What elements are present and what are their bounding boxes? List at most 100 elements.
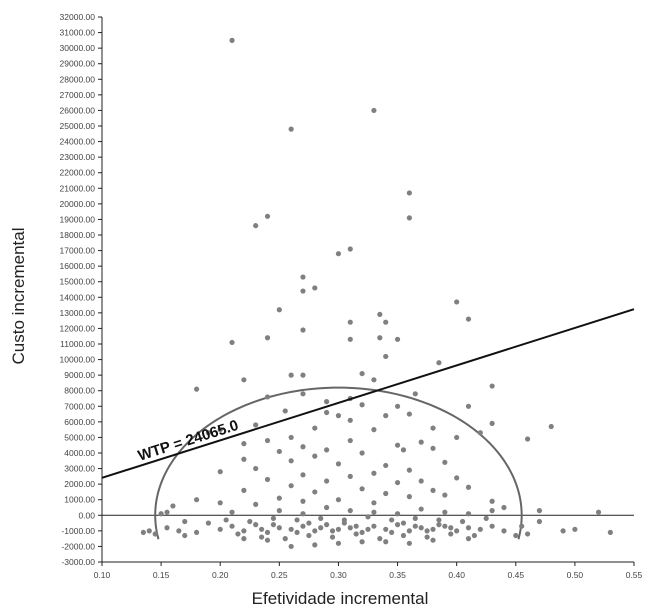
scatter-point [264,529,271,536]
scatter-point [383,319,389,325]
scatter-point [424,528,430,534]
scatter-point [359,486,365,492]
scatter-point [501,504,507,511]
wtp-label: WTP = 24065.0 [136,417,241,465]
scatter-point [229,339,235,346]
scatter-point [377,335,383,341]
y-tick-label: 16000.00 [60,261,96,271]
scatter-point [465,484,472,490]
y-tick-label: 14000.00 [60,292,96,302]
scatter-point [324,409,330,416]
y-tick-label: 28000.00 [60,74,96,84]
y-tick-label: 5000.00 [64,432,95,442]
scatter-point [371,377,377,383]
scatter-point [288,458,294,464]
scatter-point [383,526,389,532]
scatter-point [223,517,229,523]
scatter-point [471,532,477,539]
scatter-point [448,525,454,531]
scatter-point [406,528,412,534]
scatter-point [253,522,259,528]
ellipse-arc [154,386,523,540]
scatter-point [347,417,353,423]
scatter-point [595,509,602,515]
y-tick-label: -3000.00 [61,557,95,567]
y-tick-label: 26000.00 [60,105,96,115]
y-tick-label: -2000.00 [61,541,95,551]
scatter-point [312,453,318,459]
scatter-point [193,529,200,536]
scatter-point [371,470,377,476]
y-tick-label: 13000.00 [60,308,96,318]
scatter-point [335,461,342,467]
scatter-point [288,483,294,489]
scatter-point [300,511,306,517]
scatter-point [359,450,365,456]
x-tick-label: 0.10 [94,570,111,580]
scatter-point [276,307,282,313]
scatter-point [241,456,247,462]
y-tick-label: 27000.00 [60,90,96,100]
scatter-point [306,520,312,526]
scatter-point [536,518,543,525]
scatter-point [264,437,271,444]
y-tick-label: 30000.00 [60,43,96,53]
y-tick-label: 2000.00 [64,479,95,489]
scatter-point [276,495,282,501]
scatter-point [548,423,554,430]
scatter-point [347,319,353,325]
scatter-point [371,509,377,515]
scatter-point [359,529,365,536]
wtp-line [101,308,635,479]
scatter-point [442,459,448,465]
x-tick-label: 0.55 [626,570,643,580]
scatter-point [324,478,330,484]
x-tick-labels: 0.10 0.15 0.20 0.25 0.30 0.35 0.40 0.45 0.50 0.55 [94,570,643,580]
scatter-point [371,523,377,529]
scatter-point [253,422,259,428]
scatter-point [312,425,318,431]
scatter-point [489,508,495,514]
scatter-point [371,107,377,114]
scatter-point [288,543,294,550]
scatter-point [335,526,342,532]
scatter-point [519,523,525,529]
y-tick-label: 3000.00 [64,464,95,474]
scatter-point [259,526,265,532]
scatter-point [146,528,152,534]
scatter-point [430,526,436,532]
scatter-point [430,487,436,493]
scatter-point [205,430,211,436]
scatter-point [448,531,454,537]
scatter-point [282,536,288,542]
scatter-point [418,439,424,445]
scatter-point [412,515,418,522]
scatter-point [288,434,294,441]
scatter-point [164,509,170,515]
scatter-point [383,539,389,545]
scatter-point [400,520,407,526]
x-axis-title: Efetividade incremental [252,589,429,608]
scatter-point [300,327,306,333]
y-tick-label: 31000.00 [60,28,96,38]
scatter-point [454,475,460,481]
scatter-point [253,223,259,229]
scatter-point [371,427,377,433]
scatter-point [430,425,436,431]
scatter-point [176,528,182,534]
scatter-point [300,444,306,450]
scatter-point [300,498,306,504]
y-tick-label: 23000.00 [60,152,96,162]
scatter-point [347,508,353,514]
scatter-point [276,525,282,531]
scatter-point [536,508,543,514]
scatter-point [318,525,324,531]
y-tick-label: 17000.00 [60,246,96,256]
y-tick-label: 15000.00 [60,277,96,287]
scatter-point [264,213,271,219]
scatter-point [418,478,424,484]
scatter-point [217,526,223,532]
scatter-point [300,288,306,294]
scatter-point [300,274,306,280]
